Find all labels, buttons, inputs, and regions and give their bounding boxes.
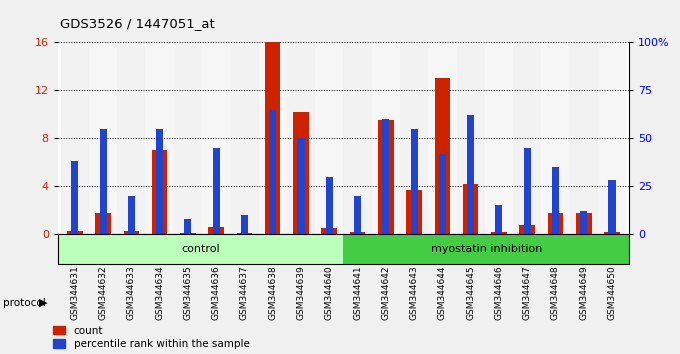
Text: GSM344643: GSM344643 (409, 266, 419, 320)
Text: GSM344634: GSM344634 (155, 266, 164, 320)
Text: GSM344647: GSM344647 (523, 266, 532, 320)
Bar (570, 42, 598, 234)
Bar (67, 230, 82, 234)
Bar (343, 234, 629, 264)
Bar (269, 109, 276, 234)
Bar (428, 42, 456, 234)
Bar (322, 228, 337, 234)
Text: GSM344631: GSM344631 (70, 266, 80, 320)
Text: GSM344640: GSM344640 (325, 266, 334, 320)
Bar (146, 42, 173, 234)
Bar (71, 161, 78, 234)
Bar (576, 212, 592, 234)
Bar (293, 112, 309, 234)
Legend: count, percentile rank within the sample: count, percentile rank within the sample (53, 326, 250, 349)
Text: protocol: protocol (3, 298, 46, 308)
Text: GSM344641: GSM344641 (353, 266, 362, 320)
Bar (609, 181, 615, 234)
Text: GSM344644: GSM344644 (438, 266, 447, 320)
Bar (99, 129, 107, 234)
Bar (467, 115, 474, 234)
Bar (343, 42, 372, 234)
Text: GSM344639: GSM344639 (296, 266, 305, 320)
Bar (463, 184, 479, 234)
Text: ▶: ▶ (39, 298, 48, 308)
Bar (184, 219, 191, 234)
Bar (552, 167, 559, 234)
Bar (117, 42, 146, 234)
Bar (315, 42, 343, 234)
Text: GSM344646: GSM344646 (494, 266, 503, 320)
Bar (378, 120, 394, 234)
Bar (411, 129, 418, 234)
Text: GSM344632: GSM344632 (99, 266, 107, 320)
Bar (372, 42, 400, 234)
Text: GSM344635: GSM344635 (184, 266, 192, 320)
Bar (496, 205, 503, 234)
Bar (491, 232, 507, 234)
Text: GSM344636: GSM344636 (211, 266, 220, 320)
Bar (202, 42, 231, 234)
Bar (89, 42, 117, 234)
Bar (287, 42, 315, 234)
Bar (598, 42, 626, 234)
Bar (124, 230, 139, 234)
Bar (95, 212, 111, 234)
Bar (605, 232, 619, 234)
Bar (580, 211, 588, 234)
Bar (407, 190, 422, 234)
Bar (241, 215, 248, 234)
Bar (297, 138, 305, 234)
Bar (382, 119, 390, 234)
Bar (61, 42, 89, 234)
Text: GDS3526 / 1447051_at: GDS3526 / 1447051_at (60, 17, 215, 30)
Text: GSM344633: GSM344633 (127, 266, 136, 320)
Text: GSM344645: GSM344645 (466, 266, 475, 320)
Bar (231, 42, 258, 234)
Bar (180, 233, 196, 234)
Bar (258, 42, 287, 234)
Text: myostatin inhibition: myostatin inhibition (430, 244, 542, 254)
Bar (152, 150, 167, 234)
Bar (524, 148, 530, 234)
Text: GSM344638: GSM344638 (268, 266, 277, 320)
Bar (541, 42, 570, 234)
Bar (237, 233, 252, 234)
Bar (128, 196, 135, 234)
Bar (350, 232, 365, 234)
Bar (326, 177, 333, 234)
Text: GSM344637: GSM344637 (240, 266, 249, 320)
Text: GSM344648: GSM344648 (551, 266, 560, 320)
Text: GSM344649: GSM344649 (579, 266, 588, 320)
Bar (435, 79, 450, 234)
Text: GSM344650: GSM344650 (607, 266, 617, 320)
Bar (513, 42, 541, 234)
Text: control: control (182, 244, 220, 254)
Bar (520, 224, 535, 234)
Bar (400, 42, 428, 234)
Bar (173, 42, 202, 234)
Bar (208, 227, 224, 234)
Bar (547, 212, 563, 234)
Bar (58, 234, 343, 264)
Bar (265, 42, 280, 234)
Bar (456, 42, 485, 234)
Bar (213, 148, 220, 234)
Bar (354, 196, 361, 234)
Bar (485, 42, 513, 234)
Bar (439, 154, 446, 234)
Bar (156, 129, 163, 234)
Text: GSM344642: GSM344642 (381, 266, 390, 320)
